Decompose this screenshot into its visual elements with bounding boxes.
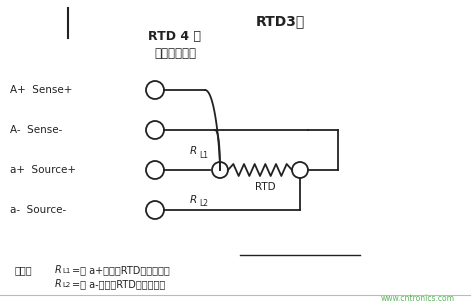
- Text: R: R: [55, 279, 62, 289]
- Text: RTD 4 线: RTD 4 线: [148, 30, 202, 43]
- Text: L2: L2: [62, 282, 70, 288]
- Text: R: R: [55, 265, 62, 275]
- Text: L2: L2: [199, 199, 208, 208]
- Text: （精度最高）: （精度最高）: [154, 47, 196, 60]
- Text: R: R: [190, 146, 197, 156]
- Text: a-  Source-: a- Source-: [10, 205, 66, 215]
- Text: L1: L1: [62, 268, 70, 274]
- Text: RTD3线: RTD3线: [255, 14, 305, 28]
- Text: www.cntronics.com: www.cntronics.com: [381, 294, 455, 303]
- Text: =从 a+端子到RTD的导线电阻: =从 a+端子到RTD的导线电阻: [72, 265, 170, 275]
- Text: =从 a-端子到RTD的导线电阻: =从 a-端子到RTD的导线电阻: [72, 279, 165, 289]
- Text: 注意：: 注意：: [15, 265, 32, 275]
- Text: A+  Sense+: A+ Sense+: [10, 85, 73, 95]
- Text: a+  Source+: a+ Source+: [10, 165, 76, 175]
- Text: RTD: RTD: [255, 182, 276, 192]
- Text: R: R: [190, 195, 197, 205]
- Text: A-  Sense-: A- Sense-: [10, 125, 62, 135]
- Text: L1: L1: [199, 151, 208, 160]
